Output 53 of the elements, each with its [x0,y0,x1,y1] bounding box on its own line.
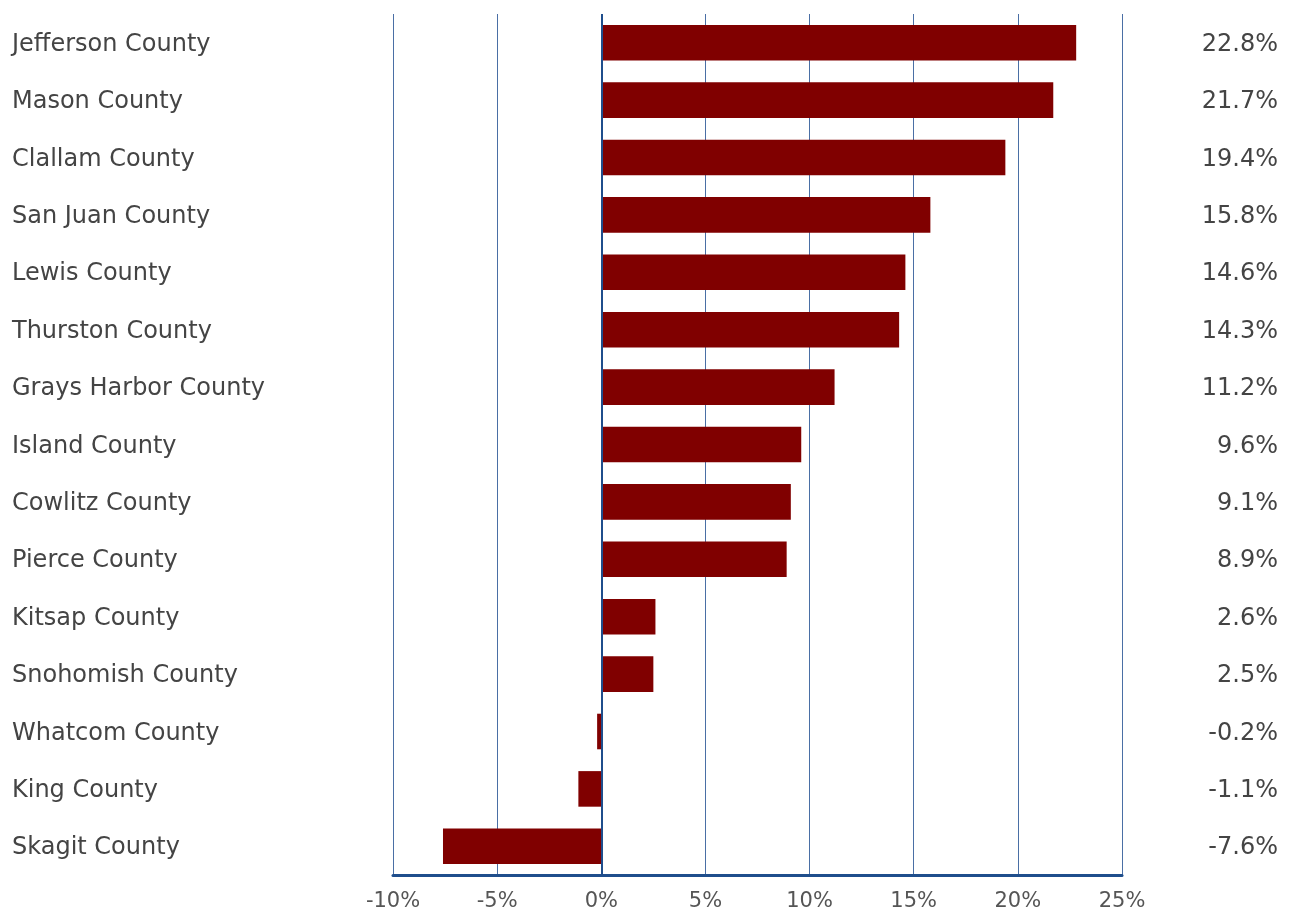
y-tick-label: Pierce County [12,545,178,574]
bar [601,656,654,692]
y-tick-label: Mason County [12,86,183,115]
y-tick-label: Clallam County [12,143,195,172]
data-label: 8.9% [1217,545,1278,574]
x-tick-label: 20% [994,887,1042,912]
x-tick-label: 15% [890,887,938,912]
y-tick-label: Cowlitz County [12,487,192,516]
y-tick-label: Skagit County [12,832,180,861]
data-label: -1.1% [1208,774,1278,803]
x-tick-label: -10% [365,887,421,912]
bar [601,82,1054,118]
data-label: -7.6% [1208,832,1278,861]
data-label: 22.8% [1201,28,1278,57]
data-label: 14.3% [1201,315,1278,344]
bar [601,197,931,233]
x-tick-label: 25% [1098,887,1146,912]
bar [442,828,602,865]
y-tick-label: King County [12,774,158,803]
bar [601,254,906,291]
bar [601,484,791,520]
data-label: 15.8% [1201,200,1278,229]
bar [601,311,900,348]
data-label: 21.7% [1201,86,1278,115]
data-label: 2.6% [1217,602,1278,631]
bar [597,713,602,750]
x-tick-label: 5% [688,887,723,912]
bar [601,426,802,463]
x-tick-label: -5% [476,887,518,912]
bar [601,24,1077,61]
y-tick-label: Whatcom County [12,717,220,746]
bar [601,598,656,635]
y-tick-label: Lewis County [12,258,172,287]
bar [601,541,787,578]
data-label: 2.5% [1217,660,1278,689]
y-tick-label: Snohomish County [12,660,238,689]
data-label: -0.2% [1208,717,1278,746]
y-tick-label: San Juan County [12,200,211,229]
x-tick-label: 10% [786,887,833,912]
bar [578,771,602,807]
bar [601,139,1006,176]
y-tick-label: Kitsap County [12,602,180,631]
y-tick-label: Island County [12,430,177,459]
data-label: 14.6% [1201,258,1278,287]
data-label: 11.2% [1201,373,1278,402]
y-tick-label: Thurston County [11,315,212,344]
data-label: 9.6% [1217,430,1278,459]
data-label: 19.4% [1201,143,1278,172]
data-label: 9.1% [1217,487,1278,516]
y-tick-label: Grays Harbor County [12,373,266,402]
y-tick-label: Jefferson County [10,28,211,57]
bar [601,369,835,405]
x-tick-label: 0% [584,887,618,912]
